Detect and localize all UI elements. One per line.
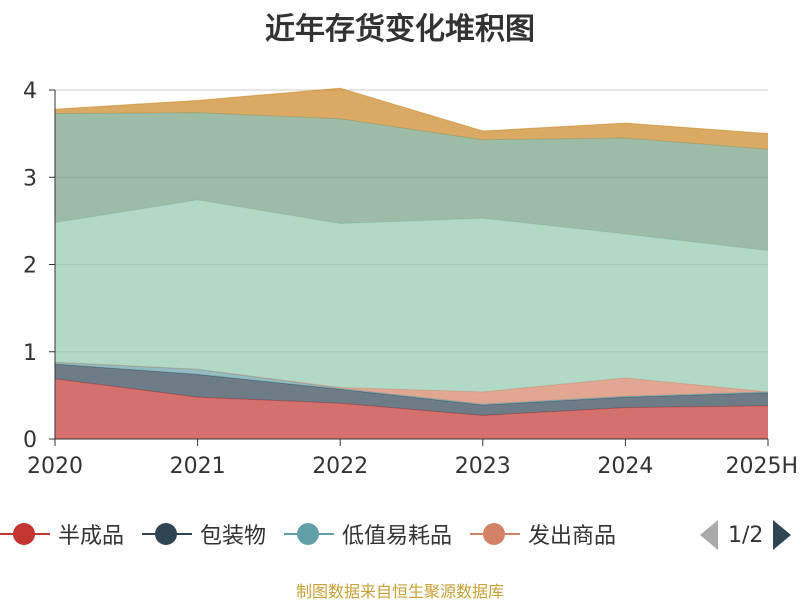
- x-tick-label: 2020: [27, 454, 83, 479]
- area-series-1: [55, 363, 768, 416]
- chart-title: 近年存货变化堆积图: [265, 12, 535, 47]
- legend-next-page-icon[interactable]: [773, 520, 792, 550]
- legend-item-3[interactable]: 发出商品: [470, 518, 616, 550]
- stacked-area-chart: 0 1 2 3 4 2020 2021 2022 2023 2024 2025H: [23, 79, 798, 479]
- legend-item-2[interactable]: 低值易耗品: [284, 518, 452, 550]
- y-tick-label: 1: [23, 341, 37, 366]
- area-series-4: [55, 199, 768, 392]
- legend-marker-icon: [284, 522, 335, 546]
- area-series-5: [55, 112, 768, 251]
- legend-item-0[interactable]: 半成品: [0, 518, 124, 550]
- legend-marker-icon: [470, 522, 521, 546]
- legend-prev-page-icon[interactable]: [700, 520, 718, 550]
- x-tick-label: 2022: [312, 454, 368, 479]
- area-series-6: [55, 88, 768, 150]
- y-tick-label: 2: [23, 254, 37, 279]
- legend-label: 包装物: [200, 524, 267, 549]
- legend-marker-icon: [0, 522, 50, 546]
- area-line-6: [54, 87, 769, 135]
- axes: 0 1 2 3 4 2020 2021 2022 2023 2024 2025H: [23, 79, 798, 479]
- legend-pager: 1/2: [700, 518, 792, 552]
- area-series: [54, 87, 769, 439]
- area-series-3: [55, 362, 768, 405]
- legend-item-1[interactable]: 包装物: [142, 518, 266, 550]
- legend: 半成品 包装物 低值易耗品 发出商品: [0, 516, 634, 552]
- area-series-0: [55, 378, 768, 439]
- x-tick-label: 2024: [597, 454, 653, 479]
- legend-label: 低值易耗品: [342, 524, 453, 549]
- legend-marker-icon: [142, 522, 193, 546]
- legend-label: 发出商品: [528, 524, 617, 549]
- x-tick-label: 2023: [455, 454, 511, 479]
- legend-page-indicator: 1/2: [728, 522, 764, 548]
- x-tick-label: 2021: [170, 454, 226, 479]
- source-note: 制图数据来自恒生聚源数据库: [295, 582, 504, 601]
- legend-label: 半成品: [58, 524, 125, 549]
- y-tick-label: 3: [23, 166, 37, 191]
- y-tick-label: 0: [23, 428, 37, 453]
- x-tick-label: 2025H: [725, 454, 798, 479]
- y-tick-label: 4: [23, 79, 37, 104]
